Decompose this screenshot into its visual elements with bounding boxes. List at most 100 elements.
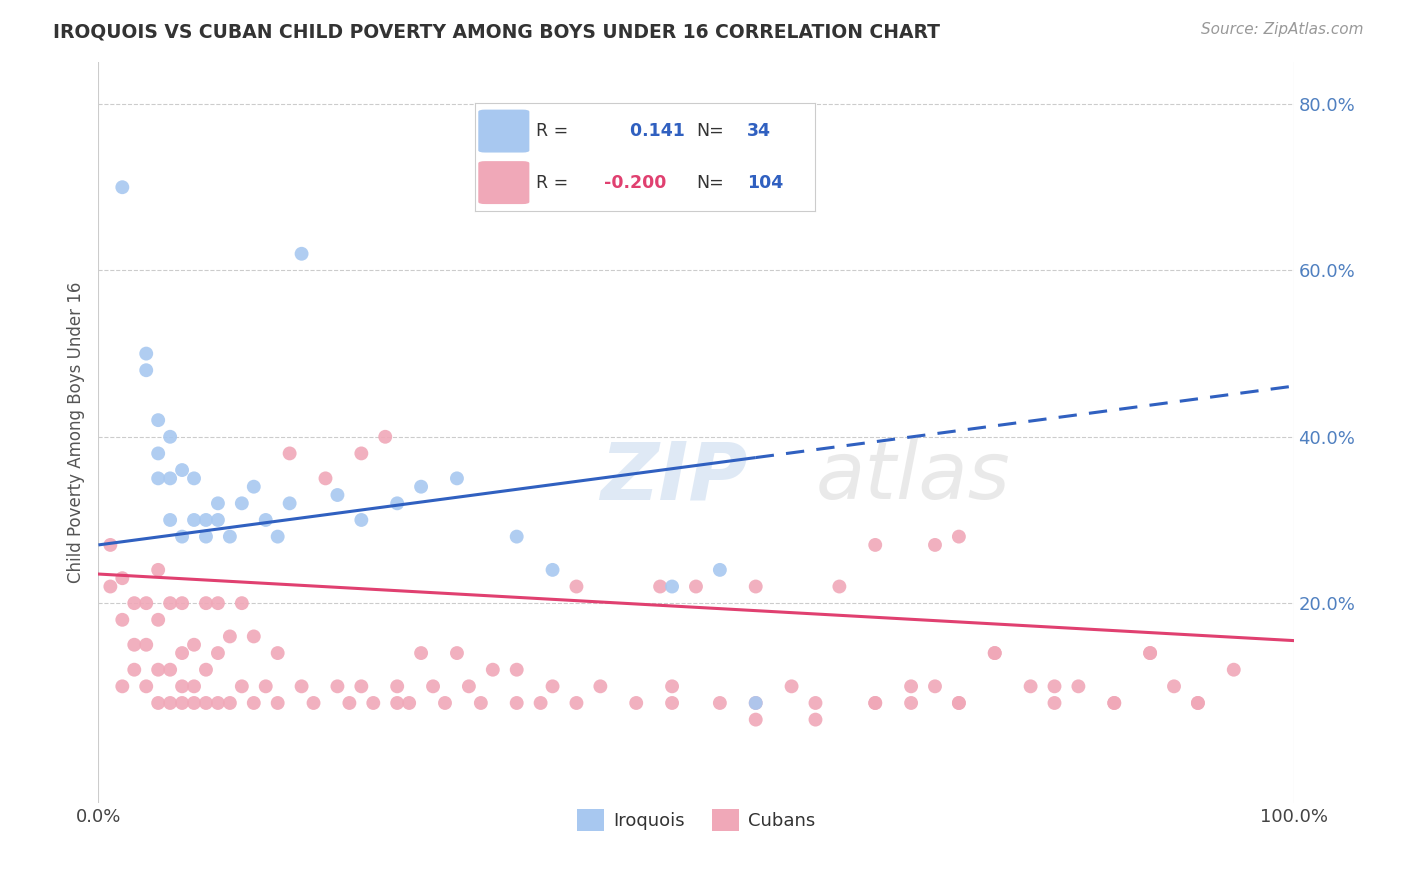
Point [135, 346, 157, 360]
Point [243, 696, 266, 710]
Point [446, 471, 468, 485]
Point [243, 629, 266, 643]
Point [339, 696, 361, 710]
Point [219, 629, 242, 643]
Point [172, 463, 194, 477]
Point [541, 563, 564, 577]
Point [411, 480, 433, 494]
Point [481, 663, 505, 677]
Point [148, 563, 170, 577]
Point [172, 696, 194, 710]
Point [159, 596, 181, 610]
Point [385, 696, 409, 710]
Point [865, 538, 887, 552]
Point [207, 596, 229, 610]
Point [315, 471, 337, 485]
Point [148, 471, 170, 485]
Point [924, 679, 946, 693]
Point [267, 696, 290, 710]
Point [135, 638, 157, 652]
Point [124, 663, 146, 677]
Point [148, 613, 170, 627]
Point [148, 696, 170, 710]
Point [1104, 696, 1126, 710]
Point [948, 530, 970, 544]
Point [530, 696, 553, 710]
Point [231, 496, 253, 510]
Point [1139, 646, 1161, 660]
Point [900, 696, 922, 710]
Point [98, 580, 122, 594]
Y-axis label: Child Poverty Among Boys Under 16: Child Poverty Among Boys Under 16 [66, 282, 84, 583]
Point [291, 679, 314, 693]
Text: ZIP: ZIP [600, 438, 748, 516]
Point [135, 596, 157, 610]
Point [398, 696, 420, 710]
Point [1043, 696, 1066, 710]
Point [1187, 696, 1209, 710]
Point [159, 663, 181, 677]
Point [458, 679, 481, 693]
Point [148, 663, 170, 677]
Point [385, 679, 409, 693]
Text: Source: ZipAtlas.com: Source: ZipAtlas.com [1201, 22, 1364, 37]
Point [541, 679, 564, 693]
Point [195, 596, 218, 610]
Point [278, 446, 301, 460]
Point [195, 513, 218, 527]
Point [1019, 679, 1042, 693]
Point [1163, 679, 1185, 693]
Point [159, 430, 181, 444]
Point [172, 679, 194, 693]
Point [865, 696, 887, 710]
Point [267, 646, 290, 660]
Point [267, 530, 290, 544]
Point [195, 530, 218, 544]
Point [111, 180, 134, 194]
Point [661, 696, 683, 710]
Point [709, 563, 731, 577]
Point [207, 496, 229, 510]
Point [350, 513, 373, 527]
Point [183, 696, 205, 710]
Point [291, 246, 314, 260]
Point [745, 713, 768, 727]
Point [745, 696, 768, 710]
Point [1139, 646, 1161, 660]
Point [506, 696, 529, 710]
Point [148, 446, 170, 460]
Point [865, 696, 887, 710]
Text: atlas: atlas [815, 438, 1011, 516]
Point [302, 696, 325, 710]
Point [278, 496, 301, 510]
Point [254, 513, 277, 527]
Point [422, 679, 444, 693]
Point [326, 488, 349, 502]
Point [350, 679, 373, 693]
Point [172, 646, 194, 660]
Point [745, 580, 768, 594]
Point [411, 646, 433, 660]
Legend: Iroquois, Cubans: Iroquois, Cubans [569, 802, 823, 838]
Point [661, 580, 683, 594]
Point [111, 613, 134, 627]
Point [124, 638, 146, 652]
Point [207, 513, 229, 527]
Point [124, 596, 146, 610]
Point [231, 596, 253, 610]
Point [804, 713, 827, 727]
Point [183, 638, 205, 652]
Point [183, 471, 205, 485]
Point [374, 430, 396, 444]
Point [159, 471, 181, 485]
Point [648, 580, 672, 594]
Point [183, 679, 205, 693]
Point [243, 480, 266, 494]
Point [363, 696, 385, 710]
Point [148, 413, 170, 427]
Point [219, 696, 242, 710]
Point [195, 663, 218, 677]
Point [780, 679, 803, 693]
Point [254, 679, 277, 693]
Point [984, 646, 1007, 660]
